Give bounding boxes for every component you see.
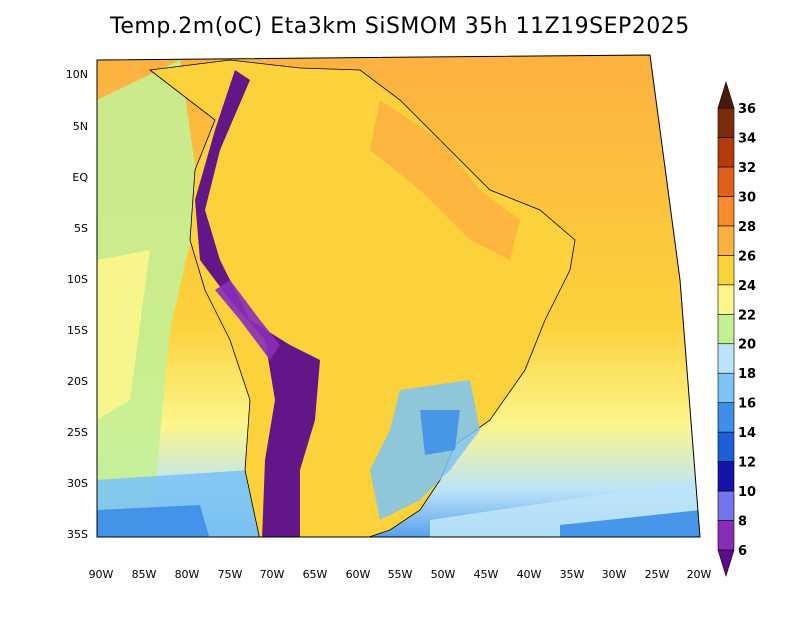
- map-frame: [96, 54, 701, 538]
- colorbar: 6 8 10 12 14 16 18 20 22 24 26 28 30 32 34 36: [717, 80, 756, 578]
- lat-label: 5N: [73, 120, 88, 133]
- lat-label: 15S: [67, 324, 88, 337]
- colorbar-swatch: [717, 431, 735, 462]
- colorbar-label: 16: [738, 397, 756, 412]
- lat-label: 25S: [67, 426, 88, 439]
- lon-label: 30W: [602, 568, 627, 581]
- colorbar-label: 36: [738, 102, 756, 117]
- lon-label: 45W: [474, 568, 499, 581]
- colorbar-swatch: [717, 490, 735, 521]
- colorbar-label: 24: [738, 279, 756, 294]
- lat-label: 20S: [67, 375, 88, 388]
- colorbar-label: 20: [738, 338, 756, 353]
- lon-label: 20W: [687, 568, 712, 581]
- map-field: [97, 55, 700, 537]
- colorbar-swatch: [717, 225, 735, 256]
- colorbar-swatch: [717, 255, 735, 286]
- colorbar-label: 34: [738, 131, 756, 146]
- colorbar-high-arrow: [717, 80, 735, 109]
- colorbar-swatch: [717, 520, 735, 551]
- lon-label: 70W: [260, 568, 285, 581]
- colorbar-swatch: [717, 313, 735, 345]
- lon-label: 75W: [218, 568, 243, 581]
- colorbar-label: 22: [738, 308, 756, 323]
- lon-label: 90W: [89, 568, 114, 581]
- colorbar-swatch: [717, 196, 735, 227]
- colorbar-swatch: [717, 372, 735, 403]
- longitude-axis: 90W 85W 80W 75W 70W 65W 60W 55W 50W 45W …: [89, 568, 712, 581]
- colorbar-label: 8: [738, 515, 747, 530]
- lon-label: 55W: [388, 568, 413, 581]
- colorbar-label: 10: [738, 485, 756, 500]
- colorbar-swatch: [717, 137, 735, 168]
- colorbar-swatch: [717, 343, 735, 374]
- andes-cold-band: [195, 70, 320, 537]
- colorbar-label: 12: [738, 456, 756, 471]
- lat-label: 10N: [66, 68, 88, 81]
- colorbar-swatch: [717, 166, 735, 197]
- lon-label: 35W: [560, 568, 585, 581]
- colorbar-label: 32: [738, 161, 756, 176]
- lat-label: 30S: [67, 477, 88, 490]
- lat-label: EQ: [72, 171, 88, 184]
- lon-label: 60W: [346, 568, 371, 581]
- latitude-axis: 10N 5N EQ 5S 10S 15S 20S 25S 30S 35S: [66, 68, 89, 541]
- lon-label: 65W: [303, 568, 328, 581]
- lat-label: 10S: [67, 273, 88, 286]
- colorbar-swatch: [717, 284, 735, 315]
- lon-label: 25W: [645, 568, 670, 581]
- colorbar-label: 6: [738, 544, 747, 559]
- colorbar-label: 30: [738, 190, 756, 205]
- lon-label: 50W: [431, 568, 456, 581]
- lat-label: 35S: [67, 528, 88, 541]
- lon-label: 80W: [175, 568, 200, 581]
- lat-label: 5S: [74, 222, 88, 235]
- colorbar-low-arrow: [717, 549, 735, 578]
- colorbar-swatch: [717, 107, 735, 138]
- colorbar-label: 14: [738, 426, 756, 441]
- colorbar-label: 28: [738, 220, 756, 235]
- colorbar-swatch: [717, 461, 735, 492]
- colorbar-label: 18: [738, 367, 756, 382]
- colorbar-label: 26: [738, 249, 756, 264]
- map-title: Temp.2m(oC) Eta3km SiSMOM 35h 11Z19SEP20…: [110, 14, 690, 39]
- colorbar-swatch: [717, 402, 735, 433]
- lon-label: 85W: [132, 568, 157, 581]
- lon-label: 40W: [517, 568, 542, 581]
